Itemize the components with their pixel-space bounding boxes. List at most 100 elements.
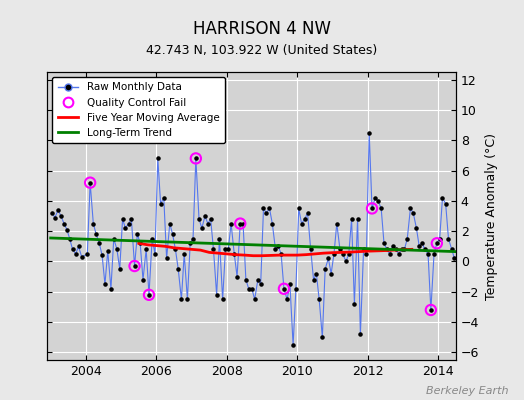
Point bbox=[427, 307, 435, 313]
Point bbox=[318, 334, 326, 340]
Point bbox=[383, 246, 391, 252]
Legend: Raw Monthly Data, Quality Control Fail, Five Year Moving Average, Long-Term Tren: Raw Monthly Data, Quality Control Fail, … bbox=[52, 77, 225, 143]
Point bbox=[95, 240, 104, 246]
Point bbox=[148, 236, 156, 242]
Point bbox=[236, 220, 244, 227]
Point bbox=[239, 220, 247, 227]
Point bbox=[157, 201, 165, 207]
Text: HARRISON 4 NW: HARRISON 4 NW bbox=[193, 20, 331, 38]
Point bbox=[130, 263, 139, 269]
Point bbox=[259, 205, 268, 212]
Point bbox=[110, 236, 118, 242]
Point bbox=[254, 276, 262, 283]
Point bbox=[441, 201, 450, 207]
Point bbox=[183, 296, 192, 302]
Point bbox=[292, 286, 300, 292]
Point bbox=[447, 246, 456, 252]
Point bbox=[418, 240, 426, 246]
Point bbox=[336, 246, 344, 252]
Point bbox=[309, 276, 318, 283]
Point bbox=[139, 276, 147, 283]
Point bbox=[406, 205, 414, 212]
Point bbox=[397, 246, 406, 252]
Point bbox=[297, 220, 305, 227]
Point bbox=[142, 246, 150, 252]
Point bbox=[350, 301, 358, 307]
Point bbox=[54, 207, 62, 213]
Point bbox=[236, 220, 244, 227]
Point bbox=[221, 246, 230, 252]
Point bbox=[212, 292, 221, 298]
Point bbox=[368, 205, 376, 212]
Point bbox=[57, 213, 65, 219]
Point bbox=[198, 225, 206, 231]
Point bbox=[409, 210, 418, 216]
Point bbox=[450, 255, 458, 262]
Point bbox=[162, 255, 171, 262]
Point bbox=[250, 296, 259, 302]
Point bbox=[321, 266, 330, 272]
Point bbox=[274, 243, 282, 250]
Point bbox=[130, 263, 139, 269]
Point bbox=[333, 220, 341, 227]
Point bbox=[204, 220, 212, 227]
Point bbox=[294, 205, 303, 212]
Point bbox=[391, 246, 400, 252]
Point bbox=[230, 251, 238, 257]
Point bbox=[368, 205, 376, 212]
Point bbox=[66, 236, 74, 242]
Point bbox=[209, 246, 217, 252]
Point bbox=[98, 252, 106, 259]
Point bbox=[353, 216, 362, 222]
Point bbox=[433, 240, 441, 246]
Point bbox=[206, 216, 215, 222]
Point bbox=[51, 214, 59, 221]
Point bbox=[433, 240, 441, 246]
Point bbox=[324, 255, 333, 262]
Point bbox=[219, 296, 227, 302]
Point bbox=[101, 281, 109, 288]
Point bbox=[435, 236, 444, 242]
Point bbox=[365, 130, 374, 136]
Point bbox=[307, 246, 315, 252]
Point bbox=[371, 195, 379, 201]
Point bbox=[315, 296, 323, 302]
Point bbox=[174, 266, 182, 272]
Point bbox=[421, 246, 429, 252]
Point bbox=[265, 205, 274, 212]
Point bbox=[48, 210, 56, 216]
Point bbox=[339, 251, 347, 257]
Point bbox=[151, 251, 159, 257]
Point bbox=[177, 296, 185, 302]
Point bbox=[374, 198, 382, 204]
Point bbox=[107, 286, 115, 292]
Point bbox=[430, 251, 438, 257]
Point bbox=[262, 210, 270, 216]
Point bbox=[380, 240, 388, 246]
Point bbox=[60, 220, 68, 227]
Point bbox=[359, 246, 368, 252]
Point bbox=[201, 213, 209, 219]
Point bbox=[248, 286, 256, 292]
Point bbox=[116, 266, 124, 272]
Point bbox=[280, 286, 288, 292]
Point bbox=[362, 251, 370, 257]
Point bbox=[121, 225, 129, 231]
Point bbox=[268, 220, 277, 227]
Point bbox=[189, 236, 197, 242]
Point bbox=[180, 251, 189, 257]
Point bbox=[86, 180, 94, 186]
Point bbox=[166, 220, 174, 227]
Point bbox=[242, 276, 250, 283]
Point bbox=[127, 216, 136, 222]
Text: Berkeley Earth: Berkeley Earth bbox=[426, 386, 508, 396]
Point bbox=[71, 251, 80, 257]
Point bbox=[301, 216, 309, 222]
Point bbox=[68, 246, 77, 252]
Point bbox=[233, 274, 241, 280]
Point bbox=[118, 216, 127, 222]
Point bbox=[395, 251, 403, 257]
Point bbox=[271, 246, 280, 252]
Point bbox=[124, 220, 133, 227]
Point bbox=[86, 180, 94, 186]
